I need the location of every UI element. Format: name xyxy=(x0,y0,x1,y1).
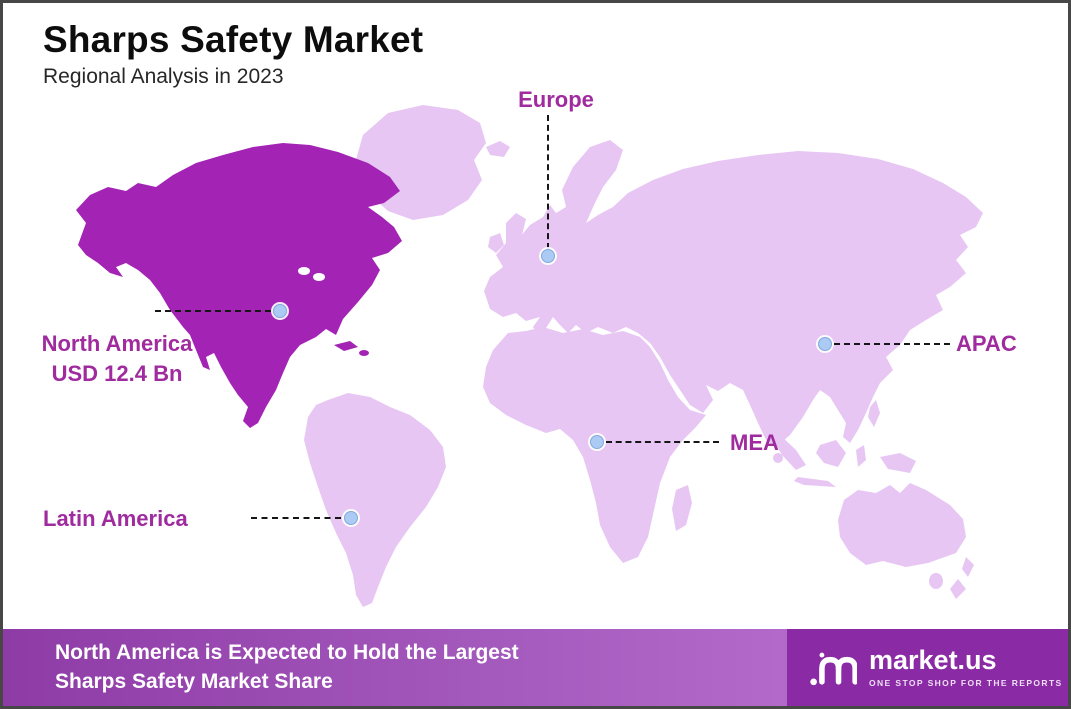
latin-america-label: Latin America xyxy=(43,506,188,531)
page-title: Sharps Safety Market xyxy=(43,19,424,60)
landmass-sri-lanka xyxy=(773,453,783,463)
mea-marker xyxy=(590,435,604,449)
europe-marker xyxy=(541,249,555,263)
landmass-north-america-highlighted xyxy=(76,143,402,428)
landmass-java xyxy=(794,477,836,487)
landmass-ireland xyxy=(488,233,504,253)
north-america-label-name: North America xyxy=(41,331,193,356)
apac-marker xyxy=(818,337,832,351)
mea-label: MEA xyxy=(730,430,779,455)
landmass-eurasia xyxy=(484,140,983,447)
landmass-iceland xyxy=(486,141,510,157)
landmass-philippines xyxy=(868,400,880,427)
great-lakes-west xyxy=(298,267,310,275)
brand-name: market.us xyxy=(869,645,997,675)
brand-block: market.us ONE STOP SHOP FOR THE REPORTS xyxy=(787,629,1068,706)
footer-caption-line1: North America is Expected to Hold the La… xyxy=(55,641,519,665)
landmass-tasmania xyxy=(929,573,943,589)
leader-line-europe xyxy=(547,115,549,249)
landmass-south-america xyxy=(304,393,446,607)
footer-caption-line2: Sharps Safety Market Share xyxy=(55,669,333,693)
leader-line-latin-america xyxy=(251,517,341,519)
landmass-new-guinea xyxy=(880,453,916,473)
latin-america-marker xyxy=(344,511,358,525)
landmass-borneo xyxy=(816,440,846,467)
apac-label: APAC xyxy=(956,331,1017,356)
landmass-uk xyxy=(506,213,530,261)
landmass-cuba-highlighted xyxy=(334,341,358,351)
world-map xyxy=(76,105,983,607)
landmass-new-zealand-south xyxy=(950,579,966,599)
footer-caption: North America is Expected to Hold the La… xyxy=(3,639,519,696)
header: Sharps Safety Market Regional Analysis i… xyxy=(43,19,423,89)
north-america-label-value: USD 12.4 Bn xyxy=(51,360,183,386)
leader-line-apac xyxy=(834,343,950,345)
brand-text: market.us ONE STOP SHOP FOR THE REPORTS xyxy=(869,645,1063,689)
landmass-madagascar xyxy=(672,485,692,531)
north-america-label: North America USD 12.4 Bn xyxy=(21,329,213,388)
landmass-hispaniola-highlighted xyxy=(359,350,369,356)
market-us-logo-icon xyxy=(810,652,857,685)
leader-line-north-america xyxy=(155,310,271,312)
landmass-australia xyxy=(838,483,966,567)
footer-banner: North America is Expected to Hold the La… xyxy=(3,629,1068,706)
leader-line-mea xyxy=(606,441,719,443)
north-america-marker xyxy=(273,304,287,318)
landmass-new-zealand-north xyxy=(962,557,974,577)
great-lakes-east xyxy=(313,273,325,281)
brand-tagline: ONE STOP SHOP FOR THE REPORTS xyxy=(869,678,1063,688)
landmass-sulawesi xyxy=(856,445,866,467)
page-subtitle: Regional Analysis in 2023 xyxy=(43,65,284,88)
europe-label: Europe xyxy=(518,87,594,112)
landmass-japan xyxy=(893,280,914,319)
landmass-sumatra xyxy=(774,435,806,470)
